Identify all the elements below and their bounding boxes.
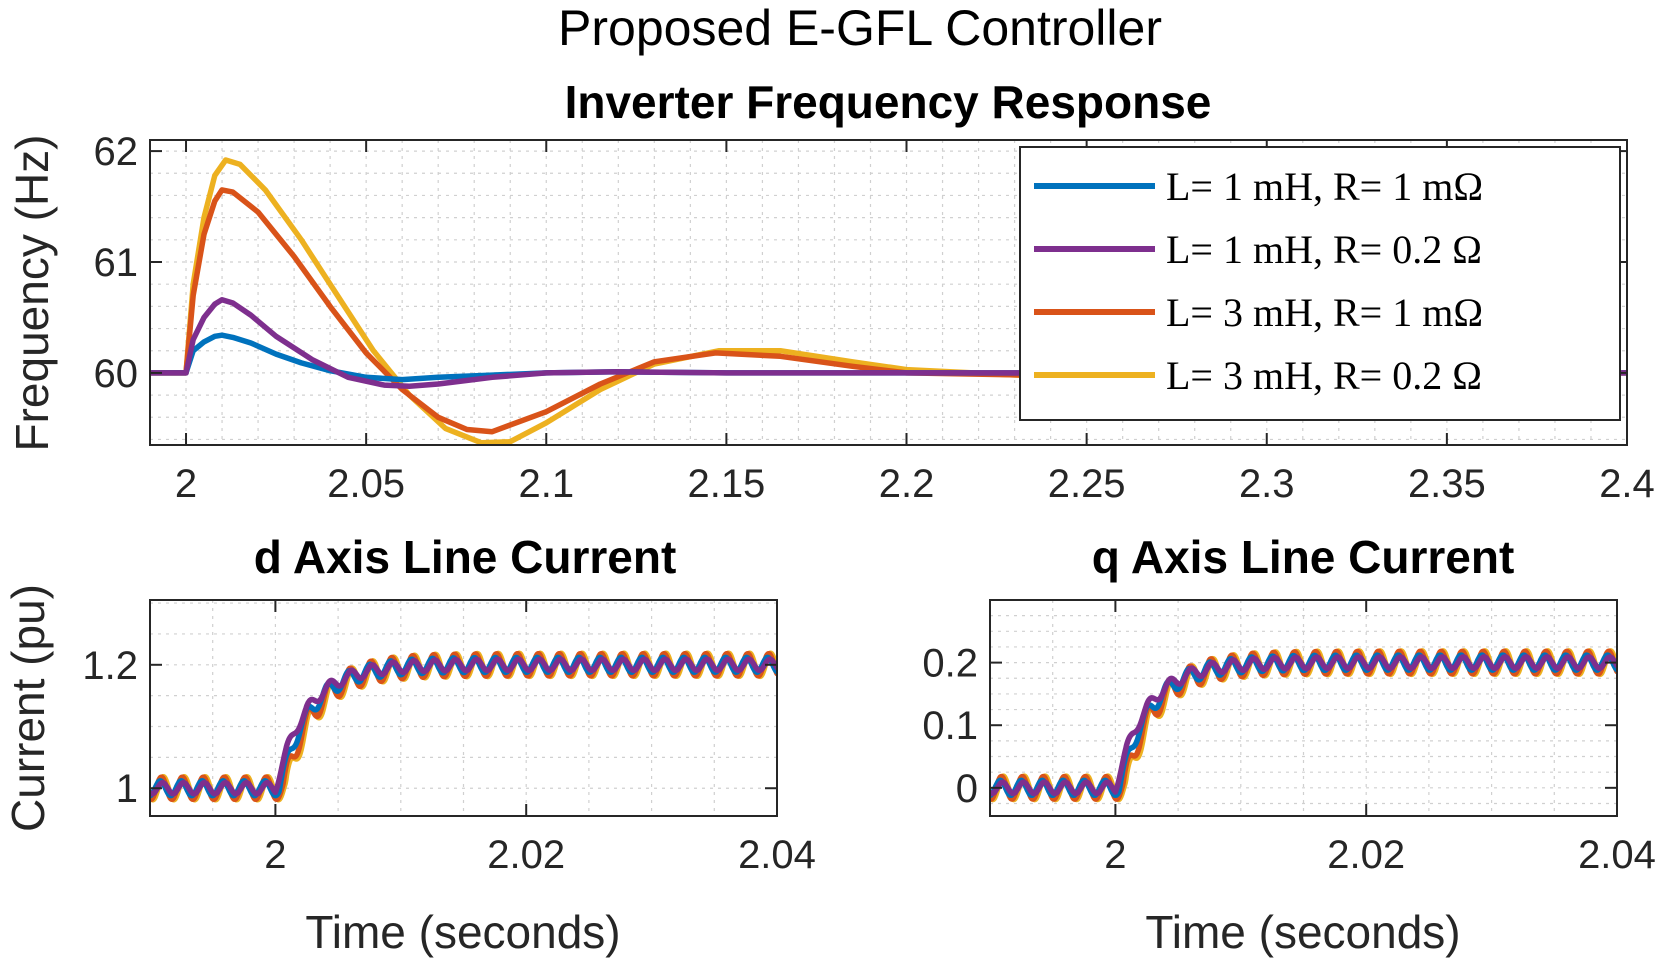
frequency-panel-title: Inverter Frequency Response [565, 76, 1212, 128]
freq-xtick-label: 2.35 [1408, 462, 1486, 506]
freq-xtick-label: 2.3 [1239, 462, 1295, 506]
legend-entry-2: L= 3 mH, R= 1 mΩ [1166, 290, 1483, 335]
frequency-panel: Inverter Frequency Response 2 2.05 2.1 2.15… [6, 76, 1655, 506]
frequency-ylabel: Frequency (Hz) [6, 135, 58, 452]
d-xtick-label: 2.04 [738, 833, 816, 877]
freq-ytick-label: 61 [94, 241, 139, 285]
d-ytick-label: 1 [116, 767, 138, 811]
d-axis-ylabel: Current (pu) [2, 584, 54, 832]
frequency-series-group [150, 157, 1627, 445]
q-series-1 [990, 654, 1617, 797]
legend: L= 1 mH, R= 1 mΩ L= 1 mH, R= 0.2 Ω L= 3 mH… [1019, 146, 1621, 421]
d-axis-panel: d Axis Line Current 2 2.02 2.04 1 1.2 Curren… [2, 531, 816, 958]
freq-xtick-label: 2.15 [687, 462, 765, 506]
q-ytick-label: 0.2 [922, 642, 978, 686]
d-xtick-label: 2 [264, 833, 286, 877]
q-ytick-label: 0 [956, 767, 978, 811]
freq-xtick-label: 2.1 [518, 462, 574, 506]
q-ytick-label: 0.1 [922, 704, 978, 748]
d-axis-panel-title: d Axis Line Current [254, 531, 677, 583]
q-xtick-label: 2.02 [1327, 833, 1405, 877]
q-axis-panel: q Axis Line Current 2 2.02 2.04 0 0.1 0.2 Tim… [922, 531, 1656, 958]
frequency-series-2 [150, 187, 1627, 435]
q-axis-panel-title: q Axis Line Current [1092, 531, 1515, 583]
legend-entry-0: L= 1 mH, R= 1 mΩ [1166, 164, 1483, 209]
frequency-series-1 [150, 296, 1627, 389]
q-xtick-label: 2.04 [1578, 833, 1656, 877]
d-axis-axes-box [149, 599, 778, 817]
frequency-axes-box [149, 139, 1628, 446]
frequency-series-3 [150, 157, 1627, 445]
q-axis-xlabel: Time (seconds) [1145, 906, 1460, 958]
d-ytick-label: 1.2 [82, 644, 138, 688]
freq-xtick-label: 2 [175, 462, 197, 506]
q-axis-series-group [990, 648, 1617, 803]
frequency-ticks: 2 2.05 2.1 2.15 2.2 2.25 2.3 2.35 2.4 60 61 62 [94, 130, 1655, 506]
q-axis-axes-box [989, 599, 1618, 817]
d-axis-series-group [150, 650, 777, 803]
legend-entry-1: L= 1 mH, R= 0.2 Ω [1166, 227, 1482, 272]
freq-ytick-label: 60 [94, 352, 139, 396]
d-axis-xlabel: Time (seconds) [305, 906, 620, 958]
freq-ytick-label: 62 [94, 130, 139, 174]
figure-suptitle: Proposed E-GFL Controller [558, 0, 1162, 56]
d-series-1 [150, 656, 777, 797]
q-xtick-label: 2 [1104, 833, 1126, 877]
freq-xtick-label: 2.2 [879, 462, 935, 506]
freq-xtick-label: 2.25 [1048, 462, 1126, 506]
d-axis-ticks: 2 2.02 2.04 1 1.2 [82, 600, 816, 877]
legend-entry-3: L= 3 mH, R= 0.2 Ω [1166, 353, 1482, 398]
q-axis-ticks: 2 2.02 2.04 0 0.1 0.2 [922, 600, 1656, 877]
d-xtick-label: 2.02 [487, 833, 565, 877]
freq-xtick-label: 2.05 [327, 462, 405, 506]
freq-xtick-label: 2.4 [1599, 462, 1655, 506]
